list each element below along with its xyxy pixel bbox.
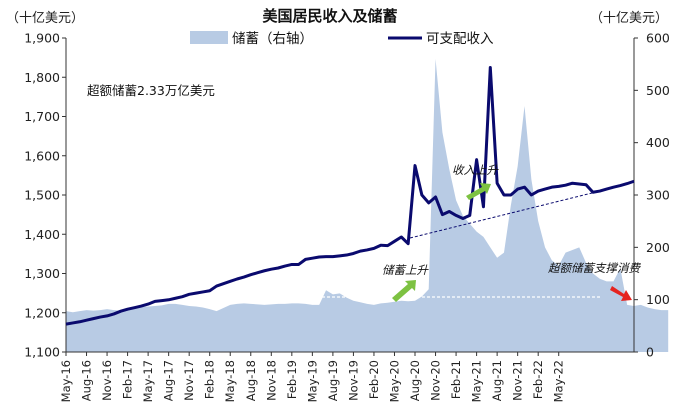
left-axis-unit: （十亿美元）	[6, 11, 84, 26]
right-tick-label: 300	[646, 188, 670, 203]
left-tick-label: 1,500	[24, 188, 60, 203]
chart-title: 美国居民收入及储蓄	[262, 7, 397, 25]
annotation-excess-savings: 超额储蓄2.33万亿美元	[87, 83, 215, 98]
x-tick-label: Feb-20	[367, 360, 381, 399]
x-tick-label: Aug-16	[80, 360, 94, 401]
x-tick-label: May-19	[305, 360, 319, 402]
x-tick-label: May-22	[552, 360, 566, 402]
right-tick-label: 100	[646, 292, 670, 307]
right-tick-label: 600	[646, 31, 670, 46]
left-tick-label: 1,400	[24, 227, 60, 242]
green-arrow-icon	[466, 183, 491, 200]
x-tick-label: Aug-18	[244, 360, 258, 401]
x-tick-label: Feb-18	[203, 360, 217, 399]
x-tick-label: Aug-17	[162, 360, 176, 401]
annotation-savings-up: 储蓄上升	[382, 263, 429, 277]
left-tick-label: 1,200	[24, 305, 60, 320]
green-arrow-icon	[392, 280, 416, 302]
x-tick-label: Feb-19	[285, 360, 299, 399]
x-axis-ticks: May-16 Aug-16 Nov-16 Feb-17 May-17 Aug-17 Nov-…	[59, 352, 566, 402]
legend-savings-label: 储蓄（右轴）	[232, 31, 313, 47]
legend-savings-swatch	[190, 31, 228, 44]
annotation-income-up: 收入上升	[452, 163, 499, 177]
right-axis-unit: （十亿美元）	[590, 11, 668, 26]
left-tick-label: 1,900	[24, 31, 60, 46]
x-tick-label: May-18	[223, 360, 237, 402]
savings-area	[66, 58, 669, 353]
x-tick-label: Feb-22	[531, 360, 545, 399]
left-axis-ticks: 1,100 1,200 1,300 1,400 1,500 1,600 1,700 1,800…	[24, 31, 66, 360]
legend-income-label: 可支配收入	[426, 31, 494, 47]
x-tick-label: Nov-16	[100, 360, 114, 401]
x-tick-label: Feb-21	[449, 360, 463, 399]
right-tick-label: 400	[646, 135, 670, 150]
left-tick-label: 1,700	[24, 109, 60, 124]
left-tick-label: 1,300	[24, 266, 60, 281]
right-tick-label: 500	[646, 83, 670, 98]
right-tick-label: 200	[646, 240, 670, 255]
savings-area-layer	[66, 58, 669, 353]
x-tick-label: Aug-20	[408, 360, 422, 401]
x-tick-label: Nov-20	[429, 360, 443, 401]
x-tick-label: May-16	[59, 360, 73, 402]
income-trend-dashed	[409, 192, 593, 239]
right-tick-label: 0	[646, 345, 654, 360]
x-tick-label: May-20	[387, 360, 401, 402]
x-tick-label: Nov-21	[511, 360, 525, 401]
x-tick-label: May-21	[470, 360, 484, 402]
right-axis-ticks: 0 100 200 300 400 500 600	[634, 31, 670, 360]
x-tick-label: May-17	[141, 360, 155, 402]
x-tick-label: Aug-19	[326, 360, 340, 401]
income-line-layer	[65, 65, 635, 326]
x-tick-label: Nov-17	[182, 360, 196, 401]
x-tick-label: Feb-17	[121, 360, 135, 399]
left-tick-label: 1,800	[24, 70, 60, 85]
x-tick-label: Aug-21	[490, 360, 504, 401]
annotation-savings-support: 超额储蓄支撑消费	[548, 261, 641, 275]
red-arrow-icon	[610, 286, 632, 301]
left-tick-label: 1,100	[24, 345, 60, 360]
x-tick-label: Nov-19	[346, 360, 360, 401]
income-line	[65, 65, 635, 326]
x-tick-label: Nov-18	[264, 360, 278, 401]
left-tick-label: 1,600	[24, 148, 60, 163]
